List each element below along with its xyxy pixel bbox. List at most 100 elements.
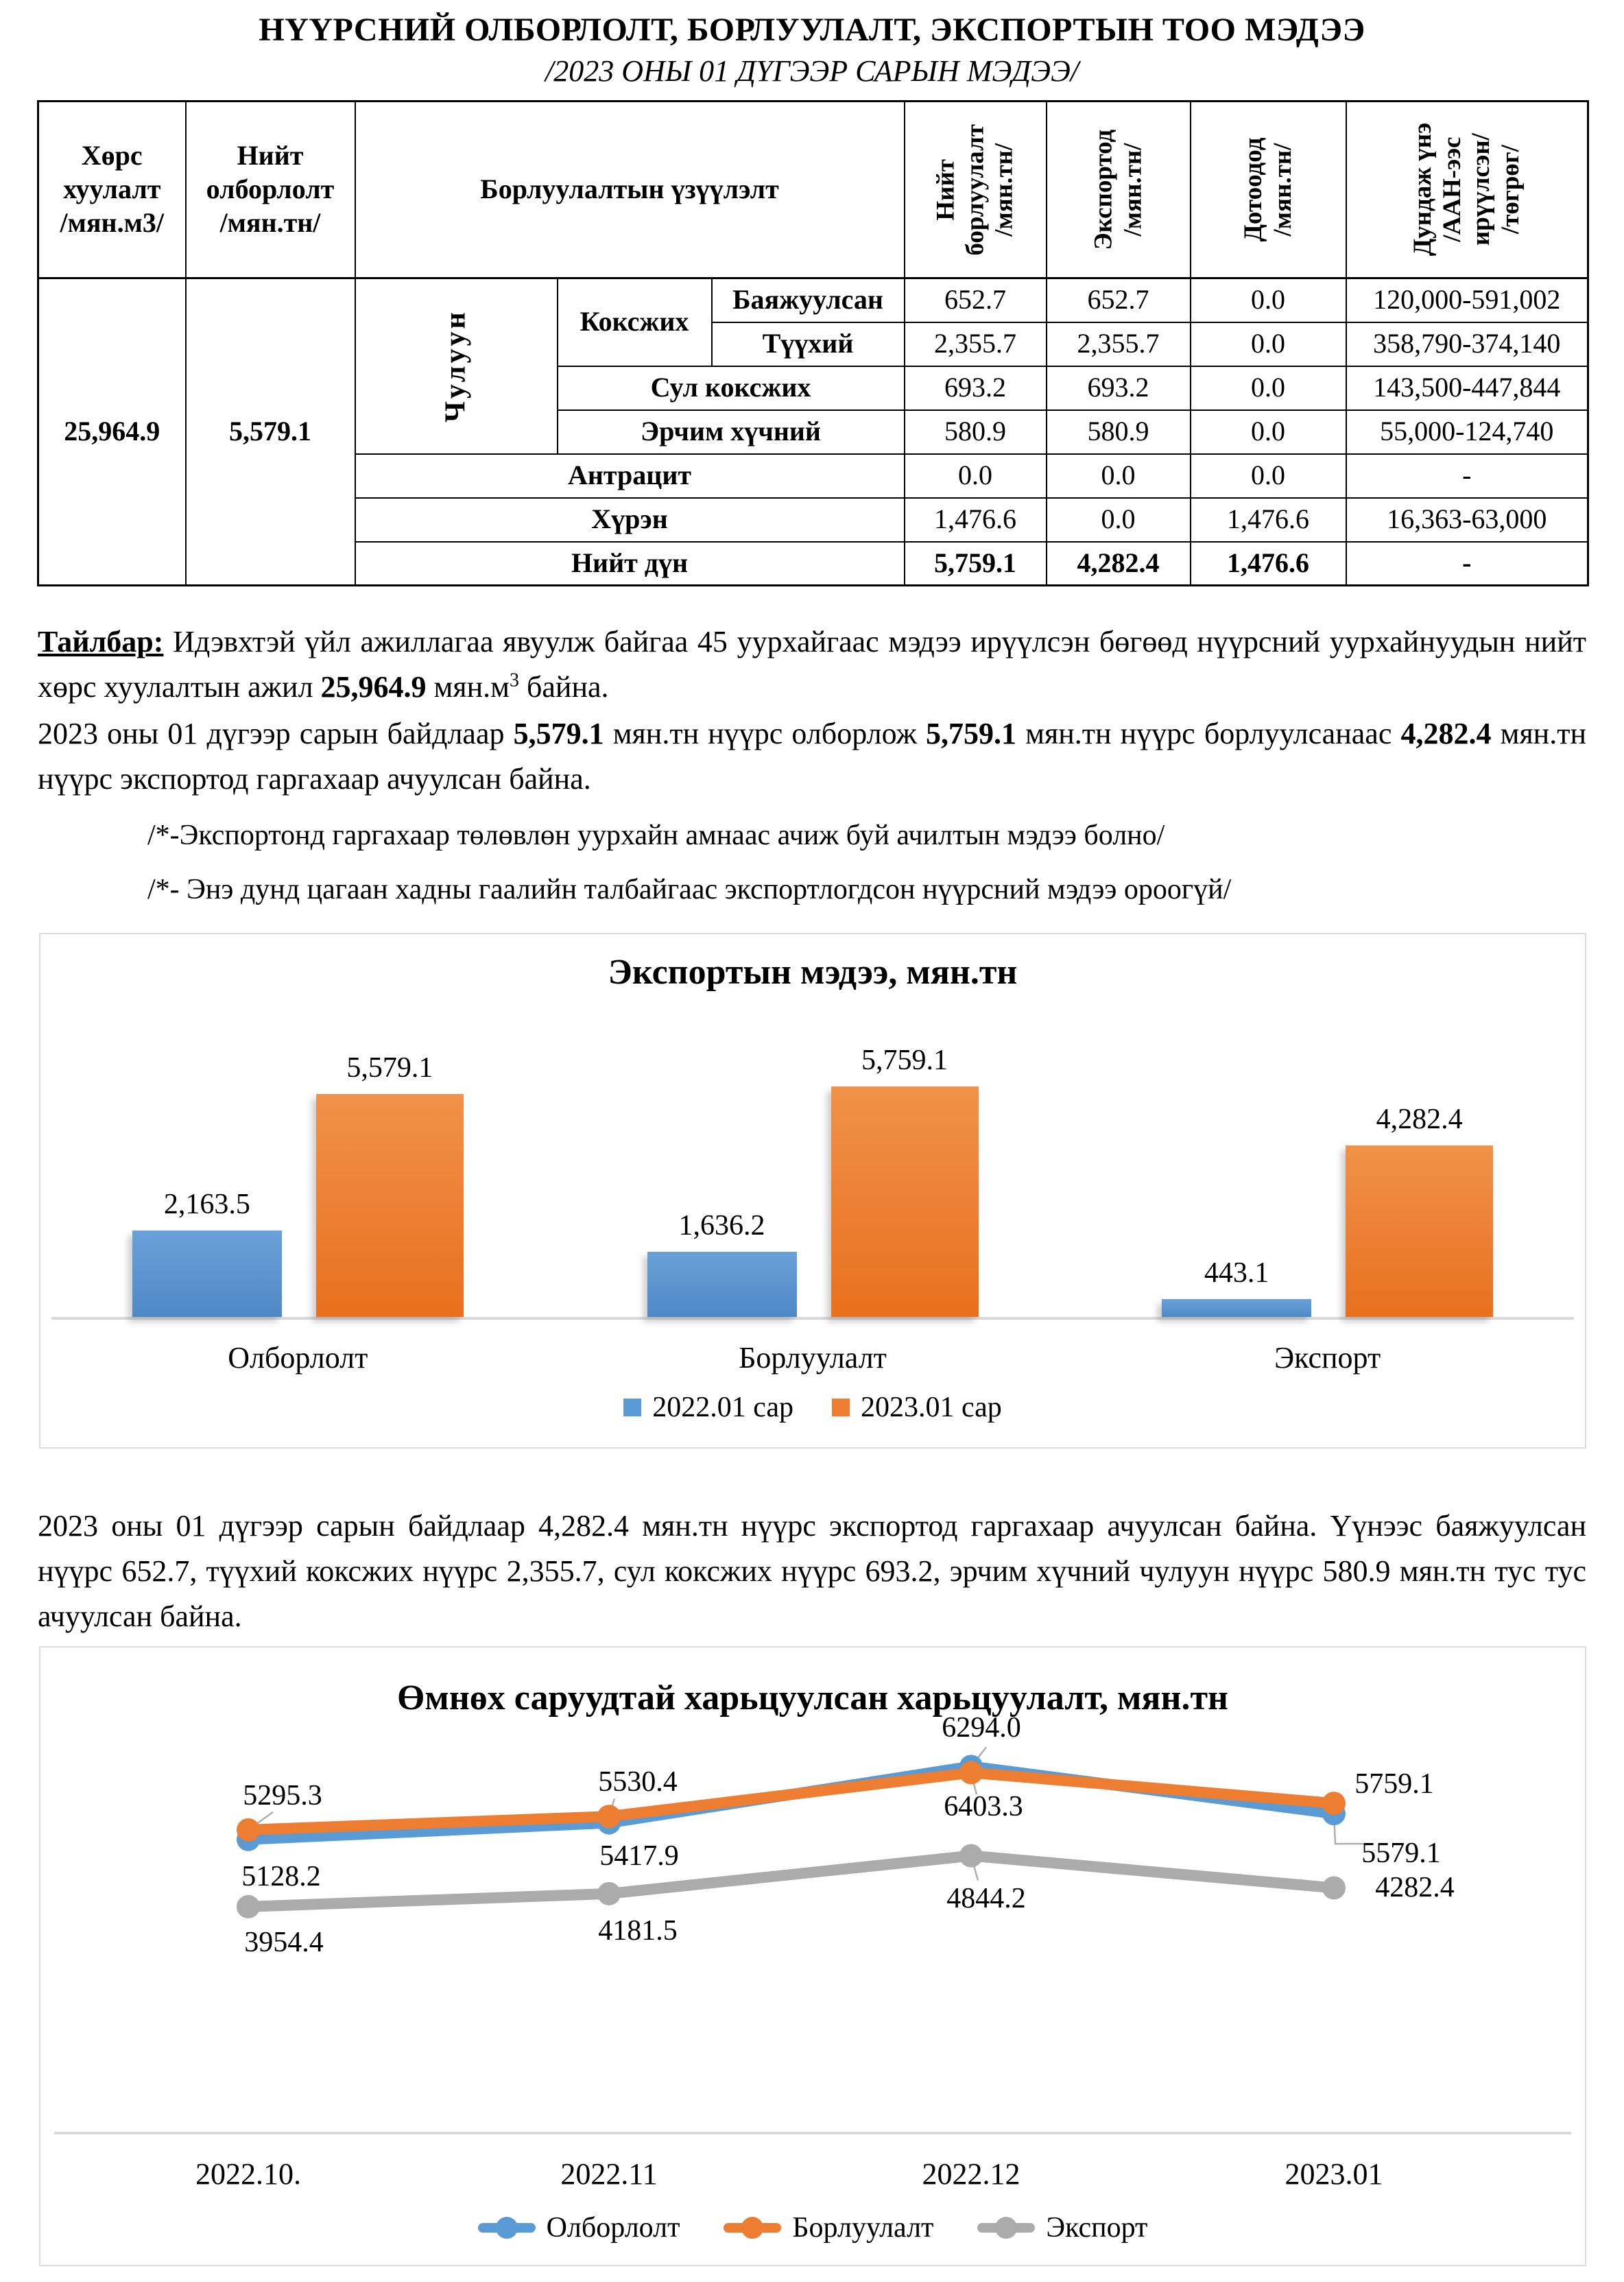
cell-domestic: 0.0 <box>1189 409 1347 455</box>
header-domestic: Дотоодод /мян.тн/ <box>1189 100 1347 279</box>
monthly-comparison-line-chart: Өмнөх саруудтай харьцуулсан харьцуулалт,… <box>39 1646 1586 2266</box>
row-label: Түүхий <box>710 321 905 367</box>
table-row total-row: Нийт дүн 5,759.1 4,282.4 1,476.6 - <box>38 540 1589 586</box>
cell-domestic: 0.0 <box>1189 365 1347 411</box>
note-text: мян.тн нүүрс борлуулсанаас <box>1016 717 1401 750</box>
row-label: Баяжуулсан <box>710 277 905 323</box>
note-text: 2023 оны 01 дүгээр сарын байдлаар <box>38 717 514 750</box>
cell-domestic: 0.0 <box>1189 453 1347 499</box>
legend-label: 2023.01 сар <box>861 1392 1002 1423</box>
line-series <box>243 1850 1339 1912</box>
cell-domestic: 1,476.6 <box>1189 497 1347 543</box>
row-label: Антрацит <box>354 453 905 499</box>
note-text: мян.тн нүүрс олборлож <box>604 717 926 750</box>
table-row: Хүрэн 1,476.6 0.0 1,476.6 16,363-63,000 <box>38 497 1589 543</box>
header-total-sales-label: Нийт борлуулалт /мян.тн/ <box>931 123 1018 256</box>
bar-chart-title: Экспортын мэдээ, мян.тн <box>608 953 1018 992</box>
cell-price: - <box>1345 453 1589 499</box>
table-row: Түүхий 2,355.7 2,355.7 0.0 358,790-374,1… <box>38 321 1589 367</box>
legend-item: 2022.01 сар <box>623 1391 793 1424</box>
legend-swatch <box>623 1399 642 1416</box>
note-bold-value: 5,579.1 <box>513 717 604 750</box>
data-label: 3954.4 <box>244 1926 324 1958</box>
bar-value-label: 4,282.4 <box>1376 1104 1463 1135</box>
cell-export: 693.2 <box>1045 365 1191 411</box>
cell-export: 652.7 <box>1045 277 1191 323</box>
header-avg-price-label: Дундаж үнэ /ААН-ээс ирүүлсэн/ /төгрөг/ <box>1408 123 1525 257</box>
page-title: НҮҮРСНИЙ ОЛБОРЛОЛТ, БОРЛУУЛАЛТ, ЭКСПОРТЫ… <box>259 12 1365 48</box>
header-total-mining: Нийт олборлолт /мян.тн/ <box>184 100 356 279</box>
cell-sales: 580.9 <box>903 409 1047 455</box>
cell-price: 358,790-374,140 <box>1345 321 1589 367</box>
rotated-cell: Дотоодод /мян.тн/ <box>1195 138 1341 242</box>
rotated-cell: Нийт борлуулалт /мян.тн/ <box>909 124 1042 256</box>
x-axis-label: 2022.12 <box>922 2157 1020 2191</box>
mid-paragraph: 2023 оны 01 дүгээр сарын байдлаар 4,282.… <box>38 1509 1586 1633</box>
data-label: 4181.5 <box>598 1914 678 1947</box>
legend-item: Экспорт <box>977 2211 1147 2244</box>
cell-price: 120,000-591,002 <box>1345 277 1589 323</box>
cell-sales: 652.7 <box>903 277 1047 323</box>
bar-value-label: 1,636.2 <box>678 1210 765 1241</box>
line-point <box>1322 1876 1346 1900</box>
cell-price: 16,363-63,000 <box>1345 497 1589 543</box>
data-label: 6294.0 <box>942 1712 1021 1744</box>
header-sales-group: Борлуулалтын үзүүлэлт <box>354 100 905 279</box>
cell-sales: 5,759.1 <box>903 540 1047 586</box>
legend-item: Олборлолт <box>477 2211 680 2244</box>
legend-marker-dot <box>995 2217 1018 2239</box>
stone-label: Чулуун <box>440 309 472 423</box>
line-point <box>237 1894 260 1918</box>
cell-domestic: 0.0 <box>1189 277 1347 323</box>
bar <box>315 1094 464 1317</box>
legend-label: Экспорт <box>1046 2212 1148 2244</box>
cell-sales: 693.2 <box>903 365 1047 411</box>
cell-export: 4,282.4 <box>1045 540 1191 586</box>
note-bold-value: 4,282.4 <box>1400 717 1492 750</box>
legend-marker <box>977 2217 1036 2239</box>
legend-label: Олборлолт <box>546 2212 680 2244</box>
bar-chart-legend: 2022.01 сар 2023.01 сар <box>40 1391 1585 1424</box>
bar-chart-plot: Олборлолт 2,163.5 5,579.1 Борлуулалт 1,636.2… <box>40 934 1585 1447</box>
note-bold-value: 5,759.1 <box>926 717 1016 750</box>
cell-domestic: 1,476.6 <box>1189 540 1347 586</box>
data-label: 5530.4 <box>598 1766 678 1798</box>
cell-mining-total: 5,579.1 <box>184 277 356 586</box>
header-domestic-label: Дотоодод /мян.тн/ <box>1239 137 1297 242</box>
cell-price: 55,000-124,740 <box>1345 409 1589 455</box>
legend-marker <box>477 2217 536 2239</box>
data-label: 5579.1 <box>1361 1838 1441 1870</box>
legend-marker-dot <box>495 2217 518 2239</box>
note-label: Тайлбар: <box>38 625 164 658</box>
export-bar-chart: Экспортын мэдээ, мян.тн Олборлолт 2,163.5… <box>39 933 1586 1449</box>
x-axis-label: 2022.11 <box>560 2157 658 2191</box>
header-export: Экспортод /мян.тн/ <box>1045 100 1191 279</box>
x-axis-label: 2022.10. <box>195 2157 301 2191</box>
legend-marker-dot <box>741 2217 764 2239</box>
footnote-1: /*-Экспортонд гаргахаар төлөвлөн уурхайн… <box>147 820 1165 851</box>
note-text: мян.м <box>426 670 510 704</box>
note-text: Идэвхтэй үйл ажиллагаа явуулж байгаа 45 … <box>38 625 1586 704</box>
line-chart-plot: 5128.2 5417.9 6294.0 5579.1 5295.3 5530.4 6403… <box>40 1648 1585 2265</box>
row-label: Хүрэн <box>354 497 905 543</box>
cell-price: - <box>1345 540 1589 586</box>
row-label: Сул коксжих <box>556 365 905 411</box>
table-row: Антрацит 0.0 0.0 0.0 - <box>38 453 1589 499</box>
cell-sales: 2,355.7 <box>903 321 1047 367</box>
line-point <box>597 1805 621 1829</box>
category-label: Борлуулалт <box>739 1341 887 1375</box>
data-label: 4282.4 <box>1375 1872 1455 1904</box>
rotated-cell: Дундаж үнэ /ААН-ээс ирүүлсэн/ /төгрөг/ <box>1351 123 1584 256</box>
table-row: Сул коксжих 693.2 693.2 0.0 143,500-447,… <box>38 365 1589 411</box>
line-point <box>959 1844 983 1868</box>
legend-marker <box>724 2217 782 2239</box>
rotated-cell: Экспортод /мян.тн/ <box>1051 130 1186 250</box>
table-header-row: Хөрс хуулалт /мян.м3/ Нийт олборлолт /мя… <box>37 100 1589 279</box>
bar <box>831 1086 979 1317</box>
data-label: 4844.2 <box>946 1882 1026 1914</box>
legend-label: 2022.01 сар <box>652 1392 793 1423</box>
line-series <box>243 1767 1339 1835</box>
bar <box>132 1231 282 1317</box>
header-soil: Хөрс хуулалт /мян.м3/ <box>37 100 187 279</box>
note-paragraph-2: 2023 оны 01 дүгээр сарын байдлаар 5,579.… <box>38 711 1586 802</box>
